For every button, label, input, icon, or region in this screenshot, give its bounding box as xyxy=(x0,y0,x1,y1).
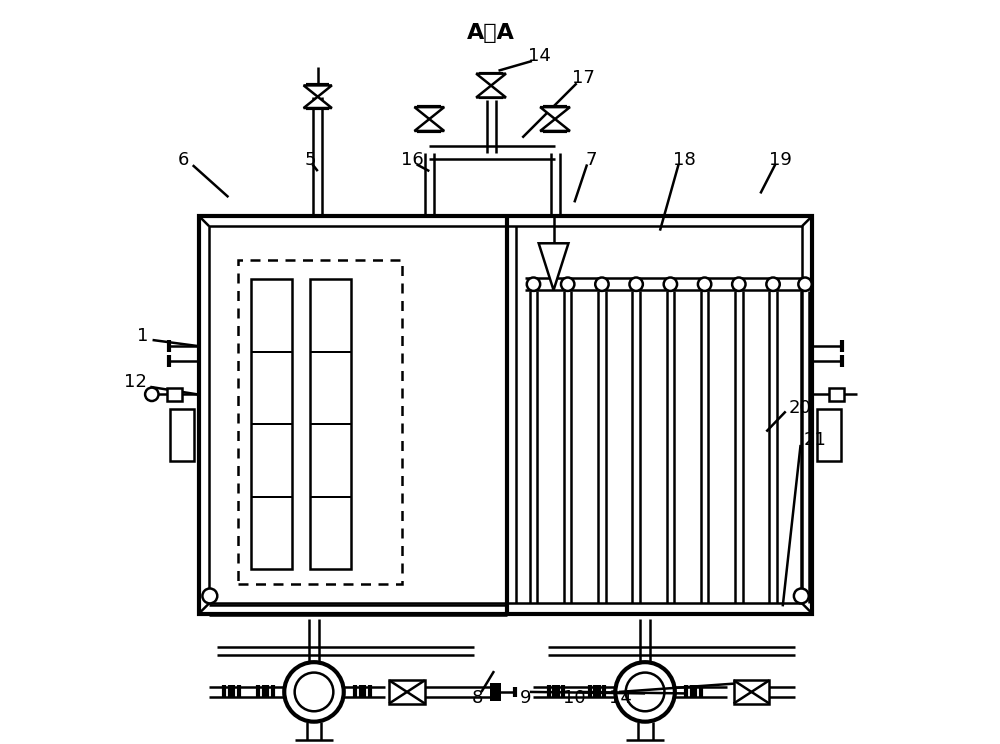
Text: 6: 6 xyxy=(178,151,189,169)
Text: 8: 8 xyxy=(472,689,483,707)
Bar xyxy=(170,409,194,461)
Polygon shape xyxy=(304,97,332,108)
Bar xyxy=(734,680,769,704)
Text: 16: 16 xyxy=(401,151,424,169)
Polygon shape xyxy=(476,86,506,97)
Text: 7: 7 xyxy=(585,151,597,169)
Polygon shape xyxy=(540,119,570,131)
Bar xyxy=(199,216,812,614)
Polygon shape xyxy=(540,107,570,119)
Bar xyxy=(238,260,402,584)
Polygon shape xyxy=(476,74,506,86)
Circle shape xyxy=(798,278,812,291)
Text: 20: 20 xyxy=(789,399,811,417)
Polygon shape xyxy=(304,86,332,97)
Bar xyxy=(167,388,182,401)
Polygon shape xyxy=(414,119,444,131)
Polygon shape xyxy=(539,243,568,290)
Text: 18: 18 xyxy=(673,151,696,169)
Bar xyxy=(490,683,501,701)
Circle shape xyxy=(615,662,675,722)
Circle shape xyxy=(698,278,711,291)
Circle shape xyxy=(664,278,677,291)
Text: 14: 14 xyxy=(609,689,632,707)
Text: 14: 14 xyxy=(528,47,551,65)
Polygon shape xyxy=(414,107,444,119)
Circle shape xyxy=(202,589,217,603)
Text: 9: 9 xyxy=(520,689,532,707)
Bar xyxy=(209,226,802,603)
Text: 1: 1 xyxy=(137,327,149,345)
Text: 17: 17 xyxy=(572,69,595,87)
Circle shape xyxy=(629,278,643,291)
Text: 21: 21 xyxy=(804,432,826,449)
Circle shape xyxy=(527,278,540,291)
Text: A－A: A－A xyxy=(467,24,515,43)
Circle shape xyxy=(732,278,746,291)
Text: 19: 19 xyxy=(769,151,792,169)
Bar xyxy=(251,279,292,569)
Circle shape xyxy=(295,673,333,711)
Bar xyxy=(829,388,844,401)
Text: 12: 12 xyxy=(124,373,147,391)
Circle shape xyxy=(794,589,809,603)
Circle shape xyxy=(561,278,574,291)
Circle shape xyxy=(766,278,780,291)
Bar xyxy=(389,680,425,704)
Bar xyxy=(817,409,841,461)
Circle shape xyxy=(626,673,664,711)
Circle shape xyxy=(145,388,159,401)
Bar xyxy=(310,279,351,569)
Text: 5: 5 xyxy=(305,151,316,169)
Text: 10: 10 xyxy=(563,689,586,707)
Circle shape xyxy=(284,662,344,722)
Circle shape xyxy=(595,278,609,291)
